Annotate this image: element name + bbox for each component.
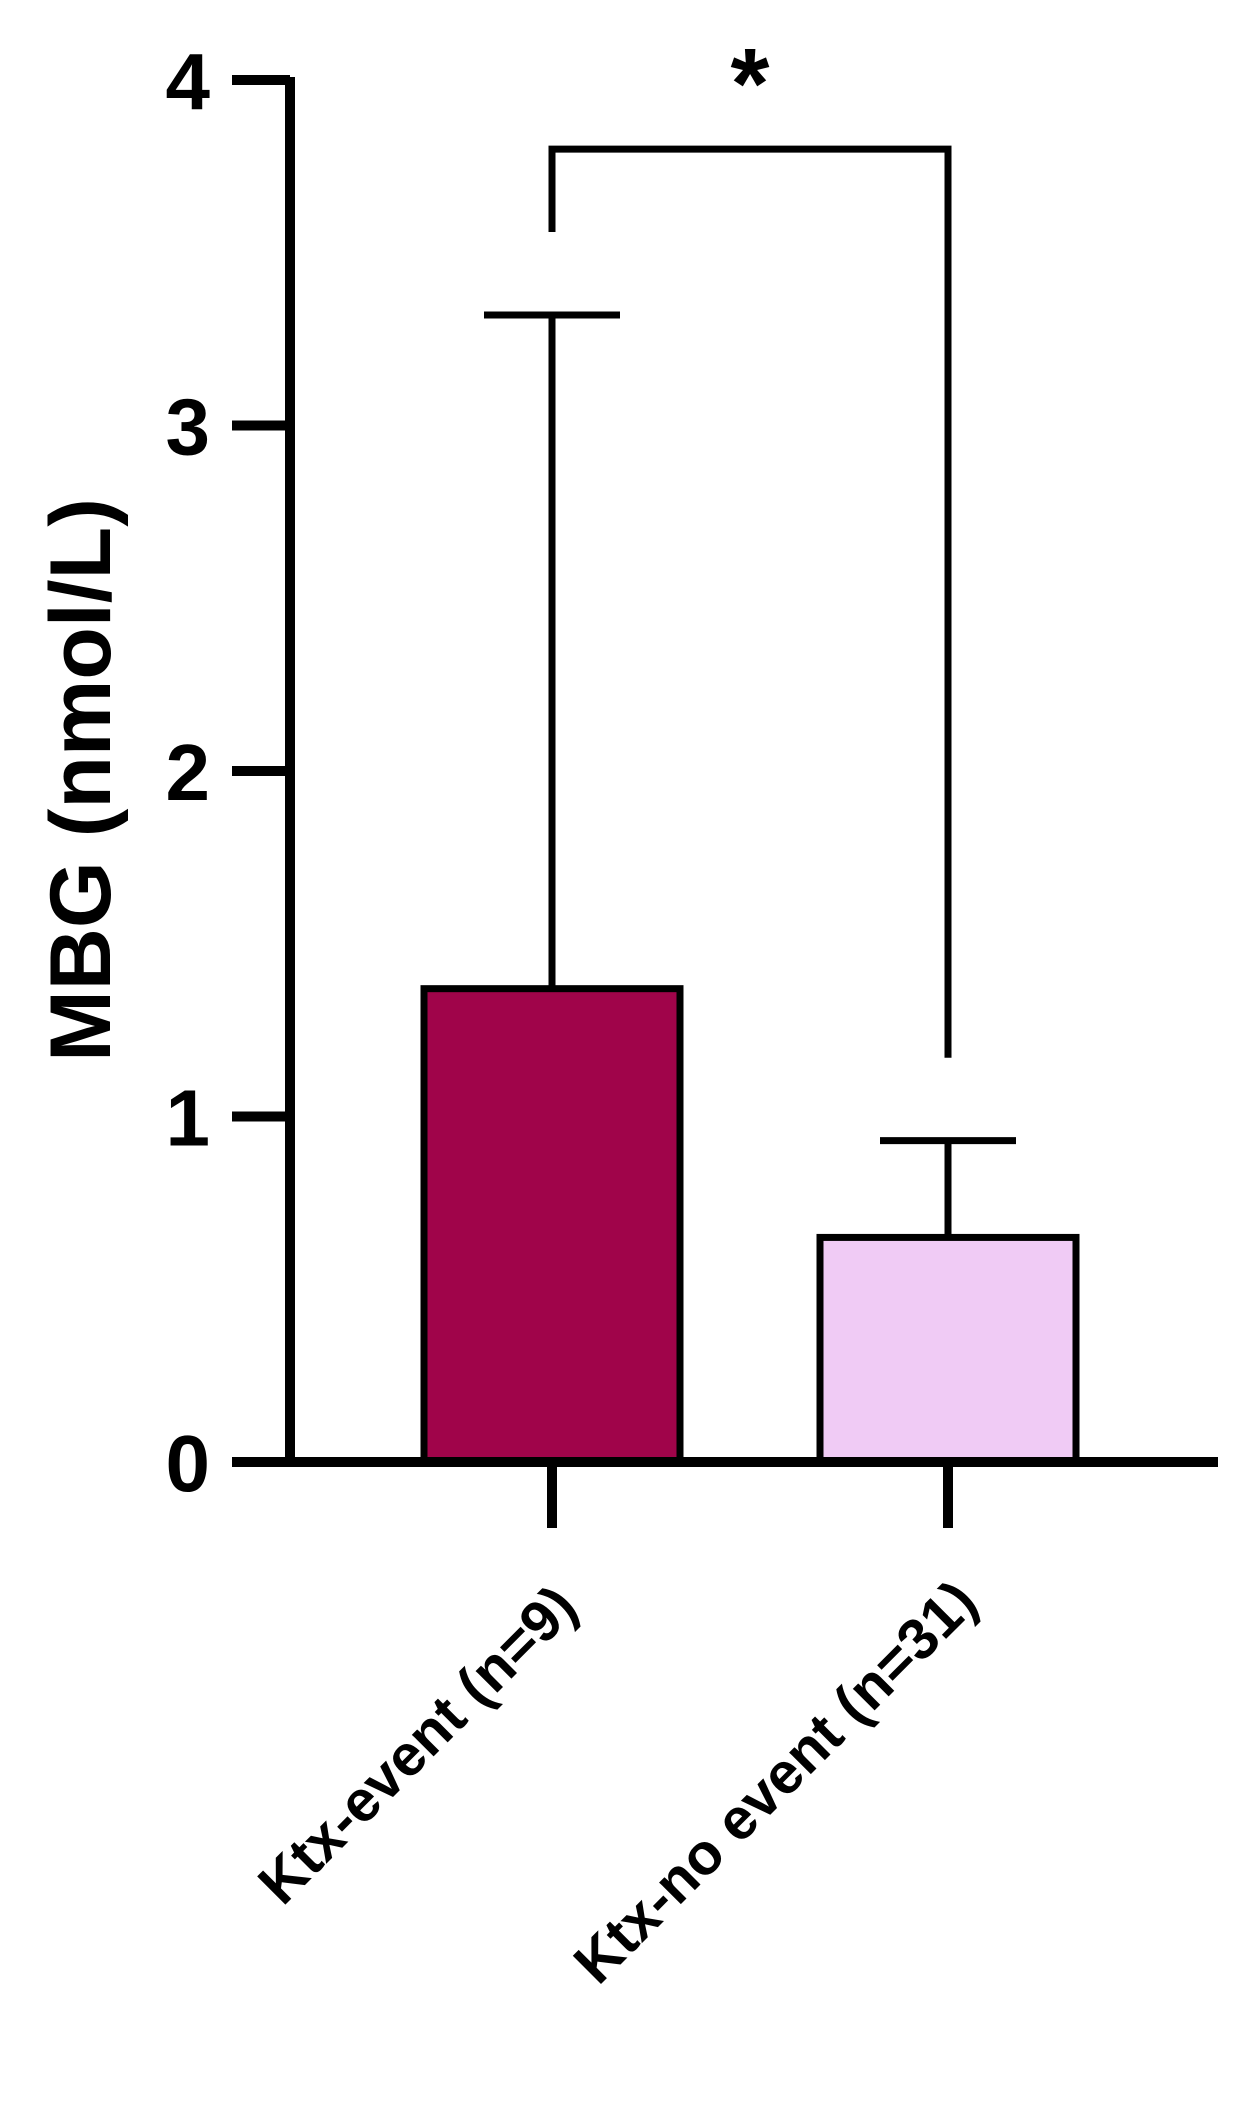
significance-bracket <box>548 145 952 1058</box>
x-tick-label-2: Ktx-no event (n=31) <box>562 1568 990 1996</box>
error-bars-layer <box>484 311 1016 1238</box>
significance-label: * <box>731 28 770 140</box>
bar-1 <box>420 985 684 1466</box>
bar-2 <box>816 1233 1080 1466</box>
axes-layer: 0 1 2 3 4 <box>166 37 1218 1528</box>
significance-layer: * <box>548 28 952 1058</box>
bars-layer <box>420 985 1080 1466</box>
y-tick-label-2: 2 <box>166 728 211 817</box>
x-tick-label-1: Ktx-event (n=9) <box>246 1573 589 1916</box>
y-axis-title: MBG (nmol/L) <box>33 498 129 1062</box>
y-axis-title-group: MBG (nmol/L) <box>33 498 129 1062</box>
y-tick-label-0: 0 <box>166 1419 211 1508</box>
y-tick-label-4: 4 <box>166 37 211 126</box>
y-tick-label-1: 1 <box>166 1074 211 1163</box>
y-tick-label-3: 3 <box>166 383 211 472</box>
category-labels-layer: Ktx-event (n=9)Ktx-no event (n=31) <box>246 1568 989 1996</box>
